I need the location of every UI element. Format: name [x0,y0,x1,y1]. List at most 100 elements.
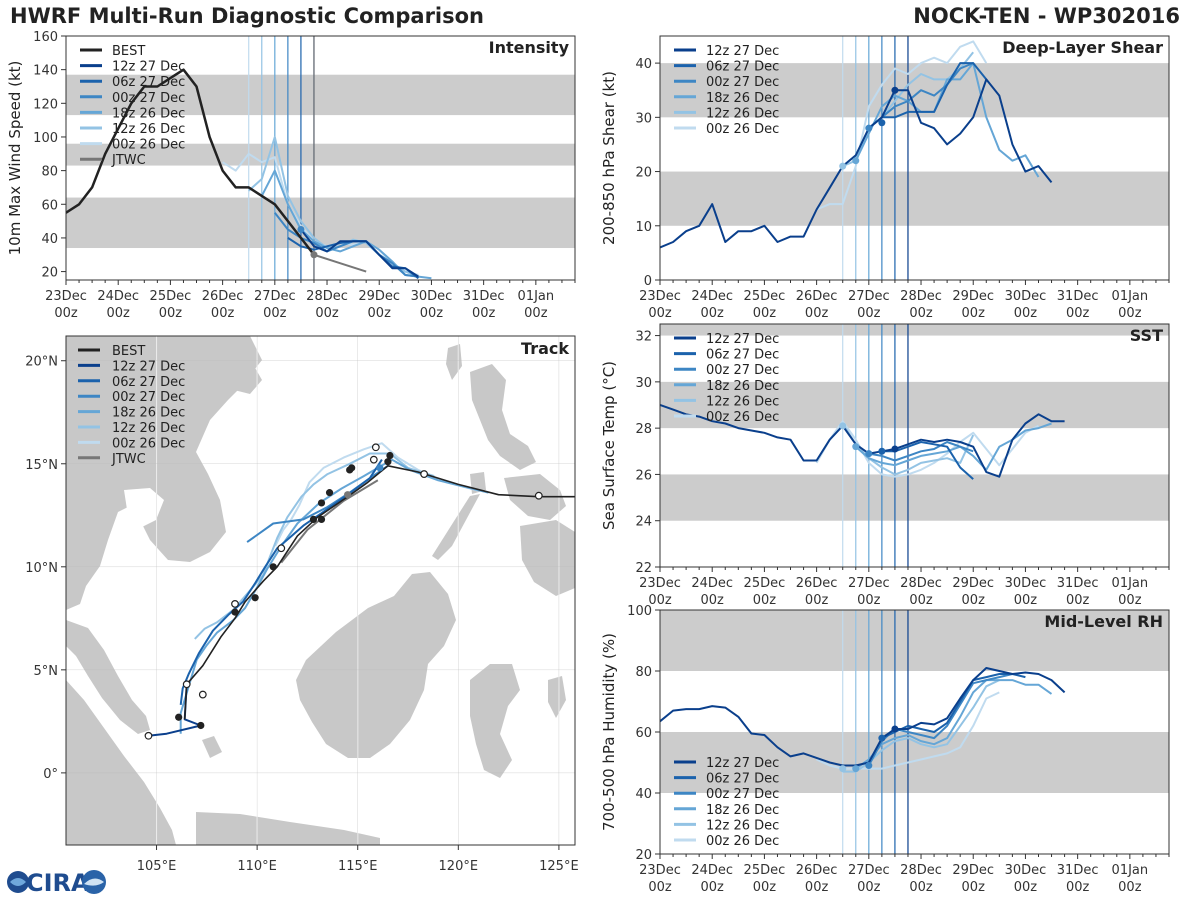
track-legend-label: 00z 26 Dec [112,436,185,451]
land-borneo [296,572,456,758]
sst-xtick-hour: 00z [857,593,881,608]
sst-xtick-hour: 00z [962,593,986,608]
track-legend-label: BEST [112,344,145,359]
rh-panel: 20 40 60 80 100 23Dec 00z 24Dec 00z 25Dec 00z 26Dec… [600,604,1170,895]
shear-xtick-day: 01Jan [1112,289,1149,304]
intensity-xtick-hour: 00z [107,306,131,321]
sst-xtick-hour: 00z [909,593,933,608]
rh-xtick-hour: 00z [753,880,777,895]
track-best-filled-dot [231,608,239,616]
track-series-1 [179,459,383,706]
intensity-ylabel: 10m Max Wind Speed (kt) [6,61,24,256]
rh-xtick-hour: 00z [1118,880,1142,895]
track-jtwc-dot [344,491,352,499]
intensity-xtick-day: 28Dec [306,289,348,304]
rh-ytick-label: 60 [635,726,652,741]
sst-legend-label: 12z 27 Dec [706,332,779,347]
rh-xtick-hour: 00z [648,880,672,895]
track-xtick-label: 105°E [137,859,177,874]
intensity-legend-label: JTWC [111,153,146,168]
track-best-open-dot [420,470,429,478]
sst-ytick-label: 30 [635,376,652,391]
rh-plot-area [660,610,1169,854]
intensity-dot-b [310,251,318,259]
track-best-open-dot [534,491,543,500]
intensity-xtick-day: 23Dec [45,289,87,304]
shear-xtick-day: 27Dec [848,289,890,304]
rh-xtick-day: 29Dec [952,863,994,878]
logo-text: CIRA [26,869,90,897]
rh-series-1 [881,673,1026,740]
intensity-xtick-day: 27Dec [254,289,296,304]
track-xtick-label: 125°E [539,859,579,874]
intensity-ytick-label: 40 [41,232,58,247]
rh-legend-label: 06z 27 Dec [706,772,779,787]
track-best-filled-dot [197,721,205,730]
rh-legend-label: 00z 27 Dec [706,787,779,802]
sst-dot-4 [891,445,899,453]
shear-xtick-hour: 00z [1066,306,1090,321]
rh-xtick-day: 23Dec [639,863,681,878]
shear-xtick-hour: 00z [1014,306,1038,321]
track-best-filled-dot [325,489,334,497]
sst-dot-3 [878,447,886,455]
land-java [196,812,380,845]
sst-band-0 [660,474,1169,521]
rh-dot-1 [852,765,860,773]
shear-xtick-day: 23Dec [639,289,681,304]
land-mindanao [520,520,575,596]
track-legend-label: JTWC [111,452,146,467]
track-legend-label: 12z 26 Dec [112,421,185,436]
shear-series-0 [660,78,1053,249]
figure-title: HWRF Multi-Run Diagnostic Comparison [10,4,485,28]
intensity-xtick-day: 01Jan [518,289,555,304]
shear-xtick-day: 31Dec [1057,289,1099,304]
rh-dot-3 [878,734,886,742]
intensity-series-0 [300,228,419,278]
sst-dot-1 [852,443,860,451]
track-best-open-dot [369,455,378,464]
track-legend-label: 06z 27 Dec [112,375,185,390]
track-best-open-dot [231,599,239,608]
intensity-xtick-hour: 00z [54,306,78,321]
track-legend-label: 12z 27 Dec [112,359,185,374]
rh-band-1 [660,610,1169,671]
track-ytick-label: 20°N [25,355,58,370]
intensity-xtick-hour: 00z [211,306,235,321]
shear-series-1 [881,62,988,119]
sst-series-3 [855,422,1052,471]
intensity-band-1 [66,143,575,166]
intensity-ytick-label: 140 [33,64,58,79]
intensity-xtick-hour: 00z [263,306,287,321]
sst-xtick-day: 26Dec [796,576,838,591]
sst-xtick-day: 27Dec [848,576,890,591]
track-best-open-dot [277,544,286,553]
sst-ytick-label: 32 [635,330,652,345]
intensity-ytick-label: 60 [41,198,58,213]
shear-xtick-hour: 00z [648,306,672,321]
intensity-xtick-day: 24Dec [97,289,139,304]
track-series-5 [274,442,479,547]
sst-xtick-day: 31Dec [1057,576,1099,591]
rh-xtick-day: 30Dec [1005,863,1047,878]
rh-dot-2 [865,762,873,770]
shear-xtick-day: 28Dec [900,289,942,304]
rh-xtick-hour: 00z [1014,880,1038,895]
intensity-xtick-day: 31Dec [463,289,505,304]
sst-title: SST [1130,326,1163,345]
sst-band-1 [660,381,1169,429]
intensity-ytick-label: 80 [41,165,58,180]
shear-dot-1 [852,157,860,165]
shear-ytick-label: 20 [635,166,652,181]
intensity-legend-label: 12z 27 Dec [112,60,185,75]
shear-series-2 [868,62,974,129]
sst-xtick-day: 23Dec [639,576,681,591]
track-best-open-dot [144,731,153,740]
intensity-xtick-hour: 00z [524,306,548,321]
intensity-xtick-day: 30Dec [411,289,453,304]
shear-ytick-label: 40 [635,57,652,72]
sst-xtick-hour: 00z [1014,593,1038,608]
intensity-legend-label: 00z 26 Dec [112,138,185,153]
